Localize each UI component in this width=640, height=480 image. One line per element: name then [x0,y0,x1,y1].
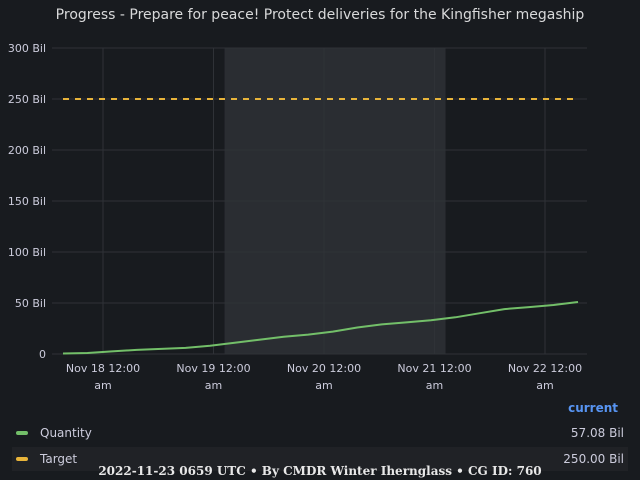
y-tick-label: 250 Bil [8,93,46,106]
target-swatch-icon [16,457,28,461]
x-tick-label-suffix: am [536,379,553,390]
x-axis-ticks: Nov 18 12:00 am Nov 19 12:00 am Nov 20 12:00… [66,362,582,390]
legend-item-target[interactable]: Target 250.00 Bil [12,447,628,471]
legend-item-value: 57.08 Bil [570,426,624,440]
footer-credit: 2022-11-23 0659 UTC • By CMDR Winter Ihe… [98,464,542,478]
legend-header[interactable]: current [568,401,618,415]
x-tick-label-suffix: am [426,379,443,390]
x-tick-label-suffix: am [205,379,222,390]
y-tick-label: 50 Bil [15,297,46,310]
x-tick-label: Nov 18 12:00 [66,362,140,375]
legend-item-label: Target [40,452,78,466]
x-tick-label-suffix: am [94,379,111,390]
series-line-quantity [62,301,579,355]
panel-title: Progress - Prepare for peace! Protect de… [55,7,585,23]
legend-item-label: Quantity [40,426,92,440]
series-layer [62,98,579,355]
y-tick-label: 300 Bil [8,42,46,55]
y-axis-ticks: 0 50 Bil 100 Bil 150 Bil 200 Bil 250 Bil 300 B… [8,42,46,361]
y-tick-label: 150 Bil [8,195,46,208]
x-tick-label: Nov 22 12:00 [508,362,582,375]
quantity-swatch-icon [16,431,28,435]
x-tick-label-suffix: am [315,379,332,390]
x-tick-label: Nov 21 12:00 [397,362,471,375]
x-tick-label: Nov 20 12:00 [287,362,361,375]
y-tick-label: 200 Bil [8,144,46,157]
y-tick-label: 100 Bil [8,246,46,259]
progress-chart: 0 50 Bil 100 Bil 150 Bil 200 Bil 250 Bil 300 B… [8,42,587,390]
legend-item-quantity[interactable]: Quantity 57.08 Bil [12,421,628,445]
legend-item-value: 250.00 Bil [563,452,624,466]
x-tick-label: Nov 19 12:00 [176,362,250,375]
y-tick-label: 0 [39,348,46,361]
